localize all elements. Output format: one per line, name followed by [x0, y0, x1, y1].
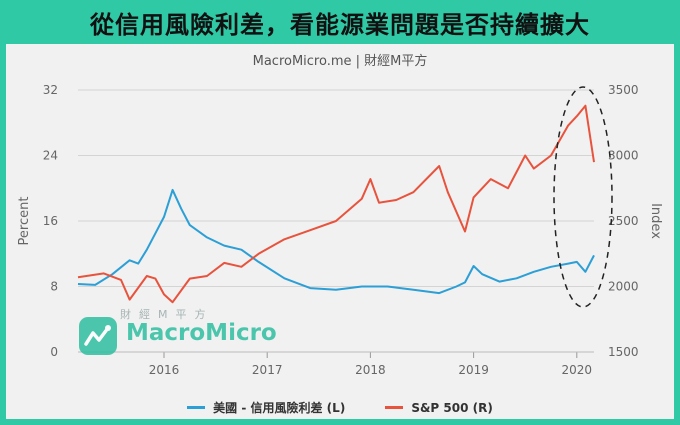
- series-line-credit-spread: [77, 188, 595, 295]
- x-tick-label: 2019: [458, 363, 489, 377]
- y-left-ticks: 0 8 16 24 32: [43, 83, 58, 359]
- y-left-tick-label: 32: [43, 83, 58, 97]
- y-right-tick-label: 2000: [608, 280, 639, 294]
- page-title: 從信用風險利差，看能源業問題是否持續擴大: [90, 10, 590, 39]
- y-right-tick-label: 1500: [608, 345, 639, 359]
- y-left-tick-label: 16: [43, 214, 58, 228]
- y-left-tick-label: 24: [43, 149, 58, 163]
- highlight-dashed-ellipse: [553, 86, 613, 308]
- series-line-sp500: [77, 104, 595, 304]
- legend-item-sp500[interactable]: S&P 500 (R): [385, 399, 493, 416]
- legend-label-sp500: S&P 500 (R): [411, 400, 493, 415]
- series-lines: [77, 104, 595, 304]
- watermark: 財經M平方 MacroMicro: [78, 306, 298, 358]
- legend-label-spread: 美國 - 信用風險利差 (L): [213, 401, 346, 415]
- watermark-small-text: 財經M平方: [120, 308, 214, 321]
- x-tick-label: 2020: [562, 363, 593, 377]
- chart-panel: MacroMicro.me | 財經M平方 0 8 16 24 32 1500 2000 2…: [6, 44, 674, 419]
- x-ticks: 2016 2017 2018 2019 2020: [78, 351, 594, 377]
- y-left-tick-label: 8: [50, 280, 58, 294]
- x-tick-label: 2017: [252, 363, 283, 377]
- legend: 美國 - 信用風險利差 (L) S&P 500 (R): [6, 399, 674, 416]
- y-right-axis-title: Index: [648, 203, 663, 239]
- x-tick-label: 2018: [355, 363, 386, 377]
- macromicro-logo-icon: [79, 317, 117, 355]
- y-right-tick-label: 3000: [608, 149, 639, 163]
- y-right-ticks: 1500 2000 2500 3000 3500: [608, 83, 639, 359]
- chart-subtitle: MacroMicro.me | 財經M平方: [252, 54, 428, 69]
- watermark-brand-text: MacroMicro: [126, 320, 277, 346]
- y-left-axis-title: Percent: [17, 197, 32, 246]
- legend-item-spread[interactable]: 美國 - 信用風險利差 (L): [187, 399, 345, 416]
- legend-swatch-sp500: [385, 406, 404, 409]
- y-left-tick-label: 0: [50, 345, 58, 359]
- y-right-tick-label: 2500: [608, 214, 639, 228]
- x-tick-label: 2016: [149, 363, 180, 377]
- legend-swatch-spread: [187, 406, 206, 409]
- y-right-tick-label: 3500: [608, 83, 639, 97]
